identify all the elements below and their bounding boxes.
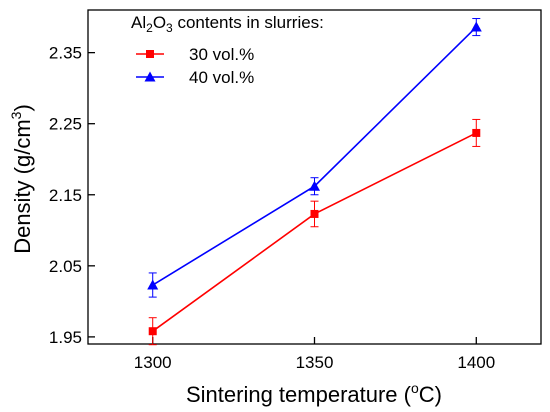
triangle-marker — [147, 279, 159, 290]
y-axis-title-main: Density (g/cm — [10, 119, 35, 253]
y-tick-label: 1.95 — [49, 328, 82, 347]
square-marker — [148, 327, 157, 336]
legend-label: 30 vol.% — [189, 45, 254, 64]
legend-title-part: O — [153, 13, 166, 32]
y-tick-label: 2.35 — [49, 44, 82, 63]
series-line — [152, 26, 477, 286]
legend-title-subscript: 3 — [166, 21, 173, 35]
y-axis-title-tail: ) — [10, 104, 35, 111]
series-0 — [148, 118, 481, 346]
triangle-marker — [144, 71, 156, 82]
y-axis-title: Density (g/cm3) — [8, 104, 35, 254]
square-marker — [472, 128, 481, 137]
x-axis-title-tail: C) — [419, 382, 442, 407]
x-tick-label: 1300 — [134, 353, 172, 372]
legend-title-part: contents in slurries: — [173, 13, 324, 32]
square-marker — [146, 50, 154, 58]
series-1 — [147, 18, 482, 298]
legend-title: Al2O3 contents in slurries: — [131, 13, 324, 35]
series-line — [152, 132, 477, 332]
triangle-marker — [470, 21, 482, 32]
legend-items: 30 vol.% 40 vol.% — [136, 45, 254, 87]
legend-title-part: Al — [131, 13, 146, 32]
y-tick-label: 2.05 — [49, 257, 82, 276]
legend-label: 40 vol.% — [189, 68, 254, 87]
y-tick-label: 2.25 — [49, 115, 82, 134]
x-tick-label: 1350 — [296, 353, 334, 372]
x-tick-label: 1400 — [457, 353, 495, 372]
x-axis-title: Sintering temperature (oC) — [186, 380, 442, 407]
y-tick-label: 2.15 — [49, 186, 82, 205]
legend: Al2O3 contents in slurries: 30 vol.% 40 v… — [131, 13, 324, 87]
triangle-marker — [309, 180, 320, 191]
square-marker — [310, 209, 319, 218]
x-axis-ticks: 1300 1350 1400 — [134, 337, 495, 372]
legend-title-subscript: 2 — [146, 21, 153, 35]
x-axis-title-main: Sintering temperature ( — [186, 382, 412, 407]
series-layer — [147, 18, 482, 346]
plot-frame — [87, 9, 542, 345]
y-axis-ticks: 1.95 2.05 2.15 2.25 2.35 — [49, 44, 95, 347]
y-axis-title-superscript: 3 — [8, 111, 24, 119]
x-axis-title-superscript: o — [411, 380, 419, 396]
